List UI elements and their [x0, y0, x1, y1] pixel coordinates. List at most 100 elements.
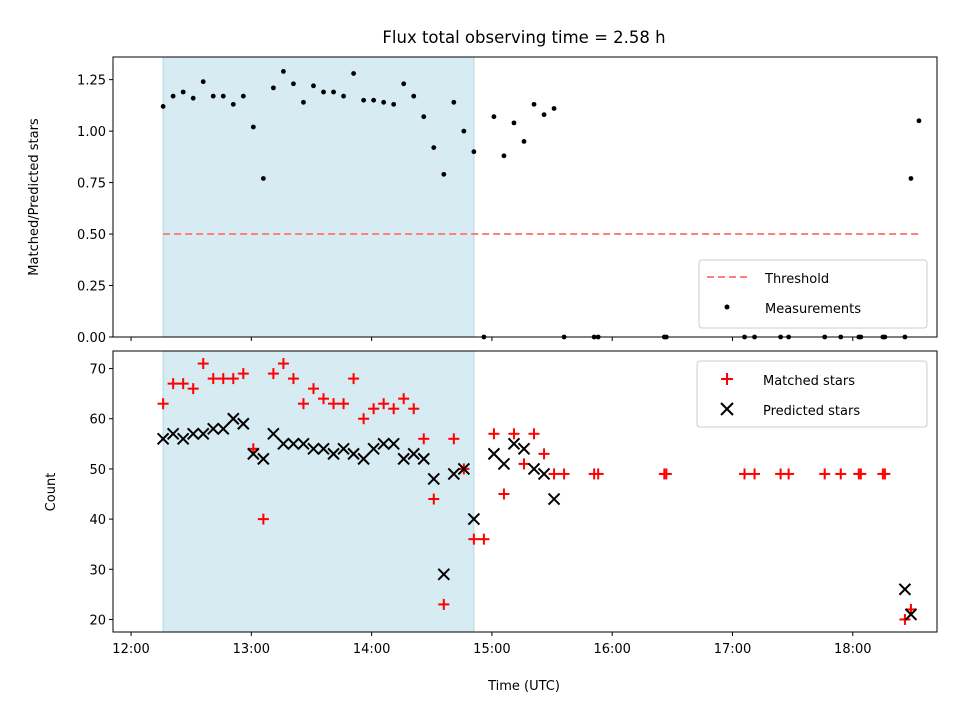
matched-star-point	[358, 413, 370, 425]
predicted-star-point	[337, 442, 350, 456]
matched-star-point	[338, 398, 350, 410]
matched-star-point	[237, 368, 249, 380]
predicted-star-point	[457, 462, 471, 476]
matched-star-point	[855, 468, 867, 480]
predicted-star-point	[257, 452, 270, 466]
bottom-y-axis-label: Count	[44, 473, 59, 512]
predicted-star-point	[898, 583, 912, 596]
bottom-panel: 20 30 40 50 60 70 12:00 13:00 14:00 15:00 16:00 17…	[44, 350, 938, 694]
predicted-star-point	[407, 447, 420, 461]
predicted-star-point	[237, 417, 250, 430]
matched-star-point	[498, 488, 510, 500]
measurement-point	[341, 93, 346, 99]
predicted-star-point	[497, 457, 511, 471]
top-shaded-interval	[162, 56, 475, 338]
matched-star-point	[187, 383, 199, 395]
measurement-point	[200, 79, 206, 85]
predicted-star-point	[447, 467, 461, 481]
measurement-point	[501, 153, 507, 159]
matched-star-point	[167, 378, 179, 390]
x-tick-label: 13:00	[233, 642, 270, 657]
measurement-point	[908, 176, 914, 181]
top-y-tick-label: 1.00	[77, 125, 106, 140]
top-panel: 0.00 0.25 0.50 0.75 1.00 1.25 Matched/Predict…	[27, 56, 938, 346]
matched-star-point	[478, 533, 490, 545]
chart-title: Flux total observing time = 2.58 h	[382, 28, 665, 47]
bottom-y-tick-label: 30	[89, 563, 106, 578]
predicted-star-point	[357, 452, 370, 466]
predicted-star-point	[487, 447, 501, 461]
legend-threshold-label: Threshold	[764, 272, 829, 287]
predicted-star-point	[267, 427, 280, 441]
top-axes-frame	[112, 56, 938, 338]
measurement-point	[270, 85, 276, 91]
measurement-point	[461, 128, 467, 134]
x-tick-label: 18:00	[834, 642, 871, 657]
top-plot-area	[160, 56, 922, 340]
predicted-star-point	[297, 437, 310, 451]
matched-star-point	[558, 468, 570, 480]
legend-predicted-swatch	[720, 402, 734, 416]
measurement-point	[411, 93, 417, 99]
measurement-point	[291, 81, 296, 87]
bottom-axes-frame	[112, 350, 938, 633]
predicted-star-point	[227, 412, 240, 425]
matched-star-point	[468, 533, 480, 545]
matched-star-point	[157, 398, 169, 410]
top-y-axis-ticks: 0.00 0.25 0.50 0.75 1.00 1.25	[77, 74, 113, 346]
matched-star-point	[538, 448, 550, 460]
bottom-shaded-interval	[162, 350, 475, 633]
x-tick-label: 12:00	[112, 642, 149, 657]
measurement-point	[391, 101, 397, 107]
bottom-x-axis-ticks: 12:00 13:00 14:00 15:00 16:00 17:00 18:00	[112, 632, 872, 657]
top-y-tick-label: 0.50	[77, 228, 106, 243]
predicted-star-point	[197, 427, 210, 441]
measurement-point	[541, 112, 547, 118]
matched-star-point	[899, 613, 911, 625]
top-y-tick-label: 1.25	[77, 74, 106, 89]
matched-star-point	[428, 493, 440, 505]
matched-star-point	[398, 393, 410, 405]
predicted-star-point	[427, 472, 440, 486]
bottom-y-tick-label: 20	[89, 613, 106, 628]
measurement-point	[531, 101, 537, 107]
measurement-point	[160, 104, 166, 109]
measurement-point	[521, 139, 527, 144]
predicted-star-point	[517, 442, 531, 456]
top-y-tick-label: 0.00	[77, 331, 106, 346]
predicted-star-point	[166, 427, 180, 441]
predicted-star-point	[307, 442, 320, 456]
measurement-point	[331, 89, 336, 95]
top-legend-box	[698, 259, 928, 329]
measurement-point	[441, 171, 447, 177]
measurement-point	[220, 93, 226, 99]
measurement-point	[301, 99, 306, 105]
predicted-star-point	[277, 437, 290, 451]
measurement-point	[551, 106, 557, 111]
matched-star-point	[328, 398, 340, 410]
measurement-point	[491, 114, 497, 120]
predicted-star-point	[156, 432, 170, 446]
predicted-star-point	[904, 608, 918, 621]
top-y-tick-label: 0.25	[77, 280, 106, 295]
measurement-point	[471, 149, 477, 155]
predicted-star-point	[417, 452, 430, 466]
matched-star-point	[548, 468, 560, 480]
matched-star-point	[408, 403, 420, 415]
matched-star-point	[819, 468, 831, 480]
matched-star-point	[227, 373, 239, 385]
predicted-star-point	[437, 568, 451, 581]
measurement-point	[210, 93, 216, 99]
matched-star-point	[378, 398, 390, 410]
predicted-star-point	[397, 452, 410, 466]
measurement-point	[170, 93, 176, 99]
predicted-star-point	[507, 437, 521, 451]
matched-star-point	[418, 433, 430, 445]
matched-star-point	[348, 373, 360, 385]
measurement-point	[180, 89, 186, 95]
x-axis-label: Time (UTC)	[487, 679, 560, 694]
matched-star-point	[749, 468, 761, 480]
predicted-star-point	[247, 447, 260, 461]
bottom-legend: Matched stars Predicted stars	[696, 360, 928, 428]
